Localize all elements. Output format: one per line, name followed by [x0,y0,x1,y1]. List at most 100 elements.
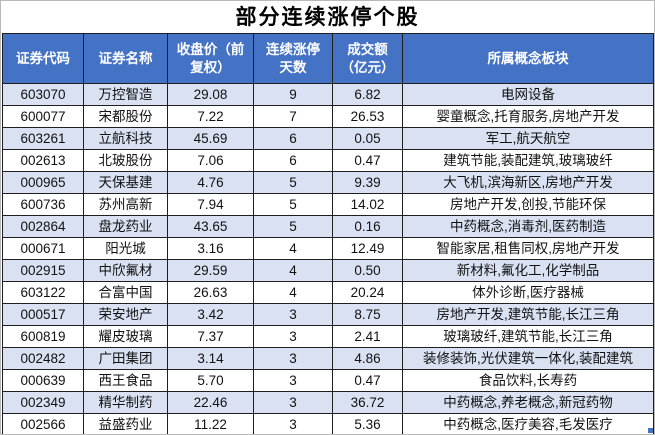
cell-name: 西王食品 [83,369,168,392]
table-row: 002915 中欣氟材 29.59 4 0.50 新材料,氟化工,化学制品 [2,259,654,282]
stock-table: 证券代码 证券名称 收盘价（前 复权） 连续涨停 天数 成交额 （亿元） 所属概… [2,33,654,434]
cell-turnover: 12.49 [332,237,403,260]
table-row: 002613 北玻股份 7.06 6 0.47 建筑节能,装配建筑,玻璃玻纤 [2,149,654,172]
cell-turnover: 5.36 [332,413,403,434]
cell-turnover: 14.02 [332,193,403,216]
table-row: 000639 西王食品 5.70 3 0.47 食品饮料,长寿药 [2,369,654,392]
table-row: 002482 广田集团 3.14 3 4.86 装修装饰,光伏建筑一体化,装配建筑 [2,347,654,370]
cell-code: 000517 [2,303,84,326]
cell-close: 22.46 [167,391,254,414]
cell-name: 天保基建 [83,171,168,194]
cell-concepts: 新材料,氟化工,化学制品 [402,259,654,282]
cell-close: 29.08 [167,83,254,106]
cell-days: 5 [253,193,333,216]
cell-concepts: 中药概念,养老概念,新冠药物 [402,391,654,414]
header-turnover: 成交额 （亿元） [332,33,403,84]
table-row: 603070 万控智造 29.08 9 6.82 电网设备 [2,83,654,106]
cell-name: 盘龙药业 [83,215,168,238]
cell-concepts: 玻璃玻纤,建筑节能,长江三角 [402,325,654,348]
cell-concepts: 大飞机,滨海新区,房地产开发 [402,171,654,194]
cell-close: 7.06 [167,149,254,172]
cell-days: 9 [253,83,333,106]
header-limit-up-days: 连续涨停 天数 [253,33,333,84]
cell-concepts: 房地产开发,创投,节能环保 [402,193,654,216]
cell-name: 荣安地产 [83,303,168,326]
table-row: 000517 荣安地产 3.42 3 8.75 房地产开发,建筑节能,长江三角 [2,303,654,326]
cell-code: 002482 [2,347,84,370]
cell-close: 26.63 [167,281,254,304]
cell-code: 002864 [2,215,84,238]
cell-close: 11.22 [167,413,254,434]
table-header: 证券代码 证券名称 收盘价（前 复权） 连续涨停 天数 成交额 （亿元） 所属概… [2,33,654,84]
cell-turnover: 8.75 [332,303,403,326]
table-row: 000965 天保基建 4.76 5 9.39 大飞机,滨海新区,房地产开发 [2,171,654,194]
cell-close: 3.42 [167,303,254,326]
cell-days: 5 [253,215,333,238]
cell-turnover: 26.53 [332,105,403,128]
cell-concepts: 婴童概念,托育服务,房地产开发 [402,105,654,128]
table-row: 600077 宋都股份 7.22 7 26.53 婴童概念,托育服务,房地产开发 [2,105,654,128]
cell-name: 耀皮玻璃 [83,325,168,348]
cell-code: 002349 [2,391,84,414]
table-row: 603122 合富中国 26.63 4 20.24 体外诊断,医疗器械 [2,281,654,304]
cell-code: 600077 [2,105,84,128]
cell-days: 5 [253,171,333,194]
cell-close: 29.59 [167,259,254,282]
cell-turnover: 6.82 [332,83,403,106]
excel-fill-handle-icon [648,428,653,433]
cell-days: 3 [253,347,333,370]
cell-name: 北玻股份 [83,149,168,172]
cell-days: 3 [253,369,333,392]
cell-concepts: 中药概念,消毒剂,医药制造 [402,215,654,238]
cell-name: 立航科技 [83,127,168,150]
cell-days: 3 [253,413,333,434]
cell-days: 6 [253,127,333,150]
cell-turnover: 2.41 [332,325,403,348]
cell-days: 3 [253,325,333,348]
header-concept-sector: 所属概念板块 [402,33,654,84]
table-title: 部分连续涨停个股 [235,4,420,29]
table-row: 600736 苏州高新 7.94 5 14.02 房地产开发,创投,节能环保 [2,193,654,216]
cell-turnover: 9.39 [332,171,403,194]
table-row: 600819 耀皮玻璃 7.37 3 2.41 玻璃玻纤,建筑节能,长江三角 [2,325,654,348]
cell-name: 益盛药业 [83,413,168,434]
cell-code: 000639 [2,369,84,392]
header-security-name: 证券名称 [83,33,168,84]
cell-turnover: 4.86 [332,347,403,370]
cell-close: 4.76 [167,171,254,194]
cell-code: 002566 [2,413,84,434]
cell-close: 7.22 [167,105,254,128]
cell-concepts: 食品饮料,长寿药 [402,369,654,392]
cell-concepts: 智能家居,租售同权,房地产开发 [402,237,654,260]
cell-days: 4 [253,237,333,260]
table-body: 603070 万控智造 29.08 9 6.82 电网设备 600077 宋都股份 7.22 7 2… [2,83,654,434]
cell-concepts: 装修装饰,光伏建筑一体化,装配建筑 [402,347,654,370]
cell-name: 广田集团 [83,347,168,370]
cell-concepts: 电网设备 [402,83,654,106]
cell-code: 603070 [2,83,84,106]
table-row: 000671 阳光城 3.16 4 12.49 智能家居,租售同权,房地产开发 [2,237,654,260]
cell-name: 万控智造 [83,83,168,106]
cell-code: 000671 [2,237,84,260]
cell-close: 3.16 [167,237,254,260]
cell-turnover: 0.47 [332,149,403,172]
cell-code: 603122 [2,281,84,304]
cell-turnover: 0.50 [332,259,403,282]
cell-name: 阳光城 [83,237,168,260]
cell-concepts: 中药概念,医疗美容,毛发医疗 [402,413,654,434]
cell-turnover: 20.24 [332,281,403,304]
table-row: 002864 盘龙药业 43.65 5 0.16 中药概念,消毒剂,医药制造 [2,215,654,238]
cell-name: 合富中国 [83,281,168,304]
cell-close: 7.94 [167,193,254,216]
cell-name: 苏州高新 [83,193,168,216]
table-row: 603261 立航科技 45.69 6 0.05 军工,航天航空 [2,127,654,150]
cell-code: 600819 [2,325,84,348]
cell-turnover: 36.72 [332,391,403,414]
cell-name: 宋都股份 [83,105,168,128]
header-security-code: 证券代码 [2,33,84,84]
cell-code: 002915 [2,259,84,282]
cell-code: 000965 [2,171,84,194]
cell-name: 中欣氟材 [83,259,168,282]
cell-days: 4 [253,259,333,282]
cell-concepts: 建筑节能,装配建筑,玻璃玻纤 [402,149,654,172]
